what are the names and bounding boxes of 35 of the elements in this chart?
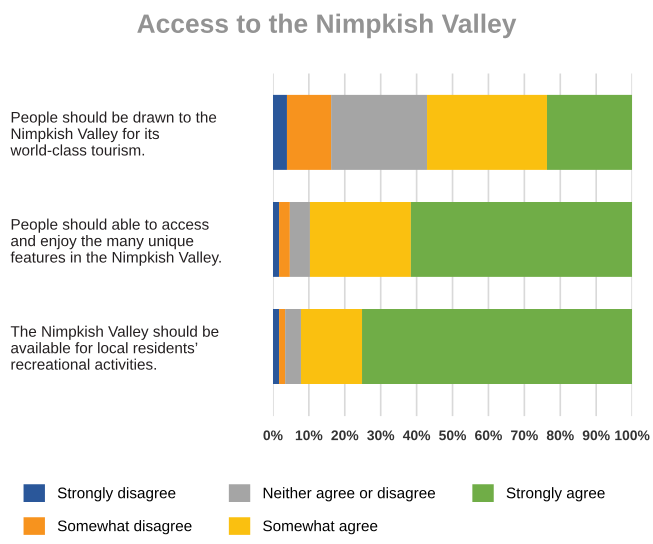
legend-label: Somewhat disagree <box>58 520 192 534</box>
bar <box>272 202 280 277</box>
bar <box>290 202 310 277</box>
x-tick-label: 0% <box>263 430 283 440</box>
y-tick-label: People should able to access and enjoy the many unique features in the Nimpkish Valley. <box>10 218 221 266</box>
x-tick-label: 80% <box>546 430 574 440</box>
chart-title: Access to the Nimpkish Valley <box>137 14 516 38</box>
x-tick-label: 60% <box>475 430 502 440</box>
bar <box>331 94 428 170</box>
bar <box>362 309 632 384</box>
bar <box>427 94 547 170</box>
legend-label: Neither agree or disagree <box>264 487 436 502</box>
legend-label: Somewhat agree <box>263 520 378 534</box>
bar <box>310 202 411 277</box>
x-tick-label: 10% <box>296 430 322 440</box>
bar <box>279 202 290 277</box>
bar <box>300 309 362 384</box>
y-tick-label: The Nimpkish Valley should be available for local residents’ recreational activities. <box>10 326 218 370</box>
x-tick-label: 40% <box>402 430 430 440</box>
bar <box>546 94 632 170</box>
bar <box>285 309 301 384</box>
x-tick-label: 20% <box>331 430 358 440</box>
x-tick-label: 100% <box>615 430 650 440</box>
bar <box>410 202 632 277</box>
y-tick-label: People should be drawn to the Nimpkish Valley for its world-class tourism. <box>10 111 216 156</box>
x-tick-label: 50% <box>439 430 466 440</box>
legend-label: Strongly disagree <box>58 487 176 502</box>
bar <box>272 94 287 170</box>
x-tick-label: 30% <box>367 430 394 440</box>
bar <box>272 309 280 384</box>
x-tick-label: 70% <box>511 430 538 440</box>
legend-label: Strongly agree <box>506 487 605 502</box>
x-tick-label: 90% <box>582 430 610 440</box>
bar <box>279 309 286 384</box>
bar <box>286 94 332 170</box>
